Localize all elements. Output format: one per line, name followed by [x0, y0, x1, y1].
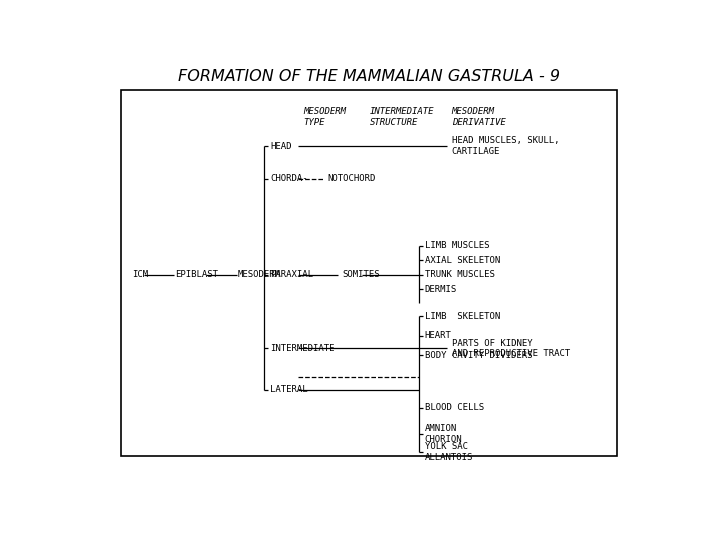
Text: PARAXIAL: PARAXIAL — [270, 271, 313, 279]
Text: HEART: HEART — [425, 332, 451, 340]
Text: MESODERM
DERIVATIVE: MESODERM DERIVATIVE — [451, 107, 505, 127]
Text: CHORDA-: CHORDA- — [270, 174, 308, 183]
Bar — [121, 90, 617, 456]
Text: INTERMEDIATE
STRUCTURE: INTERMEDIATE STRUCTURE — [370, 107, 435, 127]
Text: INTERMEDIATE: INTERMEDIATE — [270, 344, 335, 353]
Text: EPIBLAST: EPIBLAST — [175, 271, 218, 279]
Text: LATERAL: LATERAL — [270, 386, 308, 394]
Text: BODY CAVITY DIVIDERS: BODY CAVITY DIVIDERS — [425, 350, 532, 360]
Text: ICM: ICM — [132, 271, 148, 279]
Text: BLOOD CELLS: BLOOD CELLS — [425, 403, 484, 413]
Text: DERMIS: DERMIS — [425, 285, 457, 294]
Text: MESODERM: MESODERM — [238, 271, 281, 279]
Text: AMNION
CHORION: AMNION CHORION — [425, 424, 462, 444]
Text: MESODERM
TYPE: MESODERM TYPE — [303, 107, 346, 127]
Text: HEAD: HEAD — [270, 142, 292, 151]
Text: LIMB  SKELETON: LIMB SKELETON — [425, 312, 500, 321]
Text: NOTOCHORD: NOTOCHORD — [327, 174, 376, 183]
Text: SOMITES: SOMITES — [342, 271, 380, 279]
Text: YOLK SAC
ALLANTOIS: YOLK SAC ALLANTOIS — [425, 442, 473, 462]
Text: LIMB MUSCLES: LIMB MUSCLES — [425, 241, 490, 250]
Text: TRUNK MUSCLES: TRUNK MUSCLES — [425, 271, 495, 279]
Text: FORMATION OF THE MAMMALIAN GASTRULA - 9: FORMATION OF THE MAMMALIAN GASTRULA - 9 — [178, 69, 560, 84]
Text: PARTS OF KIDNEY
AND REPRODUCTIVE TRACT: PARTS OF KIDNEY AND REPRODUCTIVE TRACT — [451, 339, 570, 358]
Text: AXIAL SKELETON: AXIAL SKELETON — [425, 256, 500, 265]
Text: HEAD MUSCLES, SKULL,
CARTILAGE: HEAD MUSCLES, SKULL, CARTILAGE — [451, 137, 559, 156]
